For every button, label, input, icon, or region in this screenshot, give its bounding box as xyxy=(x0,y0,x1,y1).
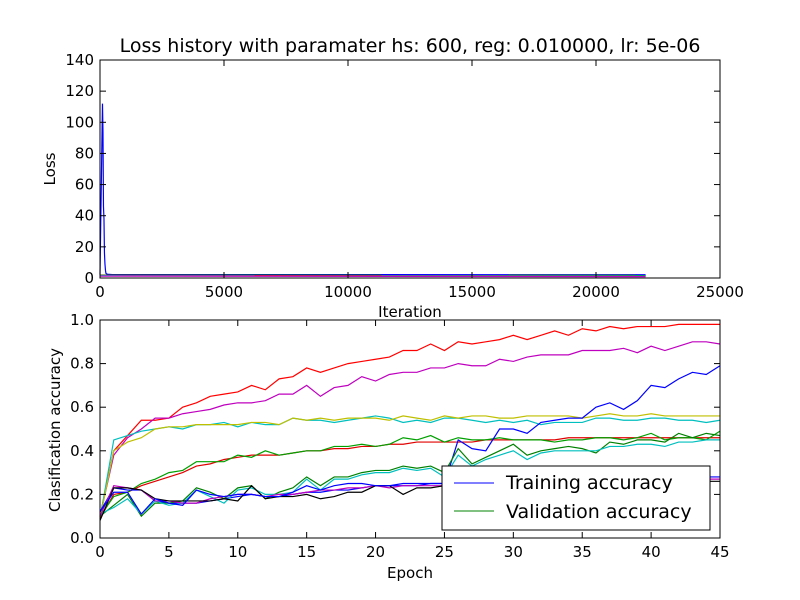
loss-x-tick-label: 25000 xyxy=(696,283,744,301)
accuracy-series-line-4 xyxy=(99,437,720,519)
legend-box xyxy=(441,465,711,531)
loss-y-tick-label: 100 xyxy=(65,113,94,131)
loss-y-tick-label: 40 xyxy=(75,207,94,225)
accuracy-series-line-8 xyxy=(99,439,720,515)
loss-y-tick-label: 0 xyxy=(84,269,94,287)
loss-series-line-0 xyxy=(99,103,646,276)
accuracy-y-tick-label: 0.4 xyxy=(70,442,94,460)
accuracy-y-tick-label: 0.0 xyxy=(70,529,94,547)
loss-history-chart: Loss history with paramater hs: 600, reg… xyxy=(41,35,744,321)
accuracy-x-tick-label: 25 xyxy=(435,543,454,561)
accuracy-x-tick-label: 45 xyxy=(710,543,729,561)
accuracy-history-chart: 0 5 10 15 20 25 30 35 40 45 0.0 0.2 0.4 0.6 0.8 1.0 Epo… xyxy=(46,311,730,582)
loss-ticks-group: 0 5000 10000 15000 20000 25000 0 20 40 60 80 100 120… xyxy=(65,51,744,301)
loss-y-tick-label: 140 xyxy=(65,51,94,69)
loss-plot-frame xyxy=(99,59,721,279)
loss-y-tick-label: 120 xyxy=(65,82,94,100)
accuracy-x-tick-label: 20 xyxy=(366,543,385,561)
loss-y-tick-label: 20 xyxy=(75,238,94,256)
accuracy-y-axis-label: Clasification accuracy xyxy=(46,348,64,512)
accuracy-y-tick-label: 0.2 xyxy=(70,485,94,503)
accuracy-series-line-5 xyxy=(99,430,721,517)
accuracy-series-line-3 xyxy=(99,413,720,519)
loss-series-group xyxy=(99,103,646,278)
accuracy-x-tick-label: 15 xyxy=(297,543,316,561)
loss-x-axis-label: Iteration xyxy=(378,303,442,321)
accuracy-x-tick-label: 0 xyxy=(95,543,105,561)
accuracy-series-group xyxy=(99,323,721,521)
loss-chart-title: Loss history with paramater hs: 600, reg… xyxy=(120,35,701,57)
accuracy-plot-frame xyxy=(99,319,721,539)
accuracy-y-tick-label: 0.6 xyxy=(70,398,94,416)
legend: Training accuracy Validation accuracy xyxy=(441,465,711,531)
loss-y-axis-label: Loss xyxy=(41,152,59,185)
accuracy-series-line-0 xyxy=(99,323,720,517)
accuracy-series-line-1 xyxy=(99,341,721,517)
loss-x-tick-label: 20000 xyxy=(572,283,620,301)
accuracy-series-line-7 xyxy=(99,432,721,518)
loss-y-tick-label: 60 xyxy=(75,176,94,194)
loss-x-tick-label: 5000 xyxy=(205,283,243,301)
accuracy-x-tick-label: 35 xyxy=(573,543,592,561)
loss-x-tick-label: 10000 xyxy=(324,283,372,301)
accuracy-x-tick-label: 5 xyxy=(164,543,174,561)
loss-x-tick-label: 0 xyxy=(95,283,105,301)
accuracy-y-tick-label: 0.8 xyxy=(70,355,94,373)
loss-y-tick-label: 80 xyxy=(75,144,94,162)
accuracy-x-tick-label: 40 xyxy=(642,543,661,561)
accuracy-x-tick-label: 10 xyxy=(228,543,247,561)
accuracy-ticks-group: 0 5 10 15 20 25 30 35 40 45 0.0 0.2 0.4 0.6 0.8 1.0 xyxy=(70,311,729,561)
loss-x-tick-label: 15000 xyxy=(448,283,496,301)
legend-label-training: Training accuracy xyxy=(505,472,673,494)
accuracy-x-tick-label: 30 xyxy=(504,543,523,561)
legend-label-validation: Validation accuracy xyxy=(506,501,692,523)
accuracy-x-axis-label: Epoch xyxy=(387,564,433,582)
accuracy-y-tick-label: 1.0 xyxy=(70,311,94,329)
